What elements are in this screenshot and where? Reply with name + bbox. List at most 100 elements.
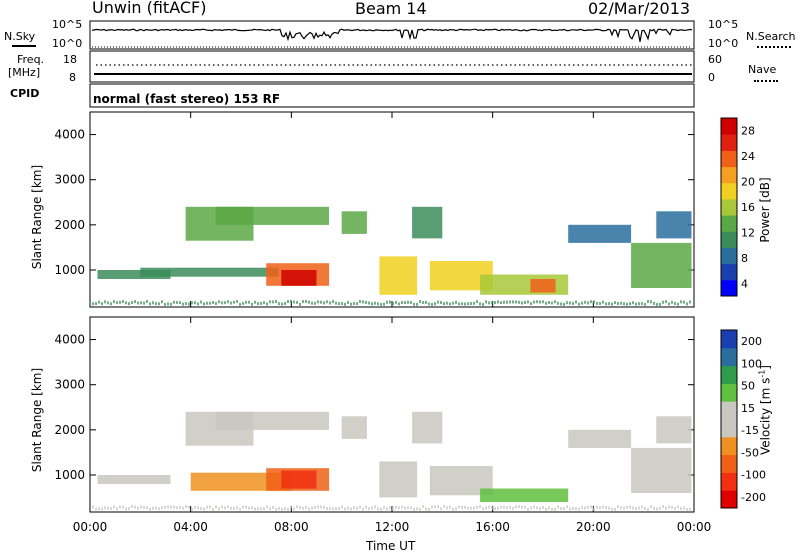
velocity-near-range-cell bbox=[611, 507, 613, 511]
velocity-colorbar-frame bbox=[720, 329, 738, 509]
velocity-near-range-cell bbox=[338, 507, 340, 511]
power-near-range-cell bbox=[518, 300, 520, 304]
power-near-range-cell bbox=[449, 302, 451, 306]
power-near-range-cell bbox=[527, 300, 529, 304]
velocity-cell bbox=[631, 447, 692, 493]
velocity-near-range-cell bbox=[659, 506, 661, 510]
power-near-range-cell bbox=[119, 300, 121, 304]
power-near-range-cell bbox=[662, 300, 664, 304]
power-near-range-cell bbox=[317, 300, 319, 304]
velocity-near-range-cell bbox=[443, 505, 445, 509]
velocity-near-range-cell bbox=[182, 506, 184, 510]
velocity-near-range-cell bbox=[422, 505, 424, 509]
power-cell bbox=[656, 211, 692, 239]
power-near-range-cell bbox=[98, 300, 100, 304]
power-near-range-cell bbox=[362, 300, 364, 304]
power-near-range-cell bbox=[578, 302, 580, 306]
power-near-range-cell bbox=[323, 301, 325, 305]
power-near-range-cell bbox=[167, 302, 169, 306]
power-near-range-cell bbox=[440, 301, 442, 305]
power-near-range-cell bbox=[638, 302, 640, 306]
power-near-range-cell bbox=[515, 300, 517, 304]
velocity-colorbar-swatch bbox=[721, 490, 737, 509]
power-near-range-cell bbox=[608, 302, 610, 306]
velocity-near-range-cell bbox=[281, 507, 283, 511]
noise-left-tick-top: 10^5 bbox=[52, 18, 83, 31]
velocity-near-range-cell bbox=[251, 506, 253, 510]
velocity-near-range-cell bbox=[95, 507, 97, 511]
power-near-range-cell bbox=[659, 302, 661, 306]
power-near-range-cell bbox=[566, 301, 568, 305]
velocity-near-range-cell bbox=[218, 507, 220, 511]
velocity-near-range-cell bbox=[323, 505, 325, 509]
velocity-near-range-cell bbox=[98, 507, 100, 511]
power-near-range-cell bbox=[200, 300, 202, 304]
velocity-near-range-cell bbox=[677, 505, 679, 509]
power-near-range-cell bbox=[275, 300, 277, 304]
noise-sky-trace bbox=[91, 28, 693, 42]
power-near-range-cell bbox=[674, 301, 676, 305]
velocity-near-range-cell bbox=[632, 506, 634, 510]
power-near-range-cell bbox=[473, 301, 475, 305]
power-near-range-cell bbox=[308, 300, 310, 304]
power-near-range-cell bbox=[485, 300, 487, 304]
power-near-range-cell bbox=[254, 300, 256, 304]
power-near-range-cell bbox=[419, 300, 421, 304]
power-colorbar-tick-label: 12 bbox=[741, 226, 755, 239]
velocity-near-range-cell bbox=[575, 507, 577, 511]
velocity-near-range-cell bbox=[146, 506, 148, 510]
power-near-range-cell bbox=[374, 301, 376, 305]
velocity-near-range-cell bbox=[578, 507, 580, 511]
power-near-range-cell bbox=[242, 301, 244, 305]
velocity-near-range-cell bbox=[365, 505, 367, 509]
velocity-near-range-cell bbox=[377, 507, 379, 511]
velocity-near-range-cell bbox=[533, 505, 535, 509]
power-near-range-cell bbox=[122, 300, 124, 304]
power-near-range-cell bbox=[125, 301, 127, 305]
power-near-range-cell bbox=[293, 300, 295, 304]
velocity-near-range-cell bbox=[209, 505, 211, 509]
velocity-near-range-cell bbox=[110, 507, 112, 511]
power-near-range-cell bbox=[152, 301, 154, 305]
power-near-range-cell bbox=[137, 301, 139, 305]
velocity-near-range-cell bbox=[344, 507, 346, 511]
power-near-range-cell bbox=[182, 302, 184, 306]
power-near-range-cell bbox=[296, 300, 298, 304]
power-near-range-cell bbox=[341, 302, 343, 306]
power-near-range-cell bbox=[545, 301, 547, 305]
velocity-cell bbox=[215, 411, 329, 430]
velocity-near-range-cell bbox=[647, 507, 649, 511]
velocity-near-range-cell bbox=[374, 505, 376, 509]
power-near-range-cell bbox=[455, 300, 457, 304]
power-near-range-cell bbox=[155, 302, 157, 306]
velocity-near-range-cell bbox=[635, 506, 637, 510]
velocity-near-range-cell bbox=[599, 506, 601, 510]
velocity-near-range-cell bbox=[212, 507, 214, 511]
power-near-range-cell bbox=[338, 302, 340, 306]
velocity-colorbar-tick-label: -100 bbox=[741, 469, 766, 482]
velocity-near-range-cell bbox=[203, 507, 205, 511]
cpid-panel-frame bbox=[89, 83, 695, 108]
velocity-near-range-cell bbox=[326, 506, 328, 510]
power-cell bbox=[97, 270, 171, 279]
velocity-near-range-cell bbox=[527, 507, 529, 511]
velocity-near-range-cell bbox=[137, 506, 139, 510]
velocity-near-range-cell bbox=[221, 505, 223, 509]
velocity-near-range-cell bbox=[596, 505, 598, 509]
power-near-range-cell bbox=[602, 300, 604, 304]
power-near-range-cell bbox=[290, 300, 292, 304]
velocity-near-range-cell bbox=[584, 506, 586, 510]
power-colorbar-swatch bbox=[721, 134, 737, 151]
power-near-range-cell bbox=[365, 300, 367, 304]
noise-search-legend-line bbox=[757, 46, 791, 48]
power-near-range-cell bbox=[503, 300, 505, 304]
power-near-range-cell bbox=[383, 302, 385, 306]
power-near-range-cell bbox=[410, 300, 412, 304]
power-near-range-cell bbox=[281, 302, 283, 306]
velocity-near-range-cell bbox=[239, 507, 241, 511]
velocity-near-range-cell bbox=[161, 506, 163, 510]
velocity-near-range-cell bbox=[548, 506, 550, 510]
velocity-near-range-cell bbox=[410, 506, 412, 510]
velocity-near-range-cell bbox=[542, 505, 544, 509]
velocity-near-range-cell bbox=[290, 505, 292, 509]
